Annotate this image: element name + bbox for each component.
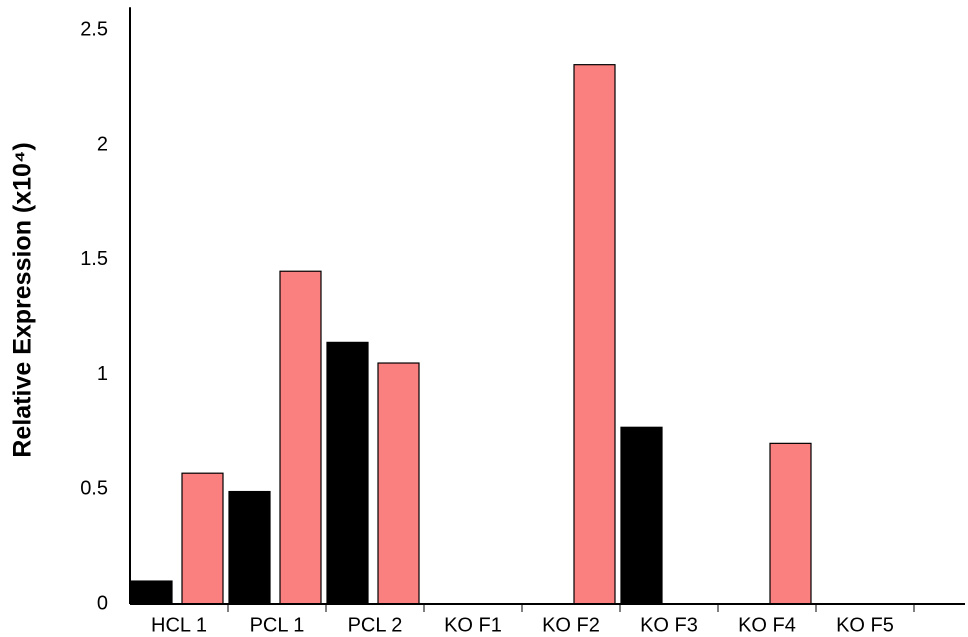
x-tick-label: KO F5 [836, 614, 894, 636]
y-tick-label: 2.5 [80, 19, 108, 41]
y-axis-label: Relative Expression (x10⁴) [9, 142, 37, 457]
y-tick-label: 1 [97, 363, 108, 385]
bar [326, 341, 369, 605]
bar [279, 270, 322, 605]
bar [228, 490, 271, 605]
bar [620, 426, 663, 605]
bar [377, 362, 420, 605]
y-tick-label: 0.5 [80, 478, 108, 500]
bar [130, 580, 173, 605]
x-tick-label: HCL 1 [151, 614, 207, 636]
bar [769, 442, 812, 605]
x-tick-label: KO F4 [738, 614, 796, 636]
y-tick-label: 0 [97, 592, 108, 614]
x-tick-label: KO F3 [640, 614, 698, 636]
bar [573, 64, 616, 605]
bar [181, 472, 224, 605]
x-tick-label: PCL 1 [250, 614, 305, 636]
x-tick-label: KO F2 [542, 614, 600, 636]
x-tick-label: PCL 2 [348, 614, 403, 636]
x-tick-label: KO F1 [444, 614, 502, 636]
y-tick-label: 2 [97, 133, 108, 155]
y-tick-label: 1.5 [80, 248, 108, 270]
